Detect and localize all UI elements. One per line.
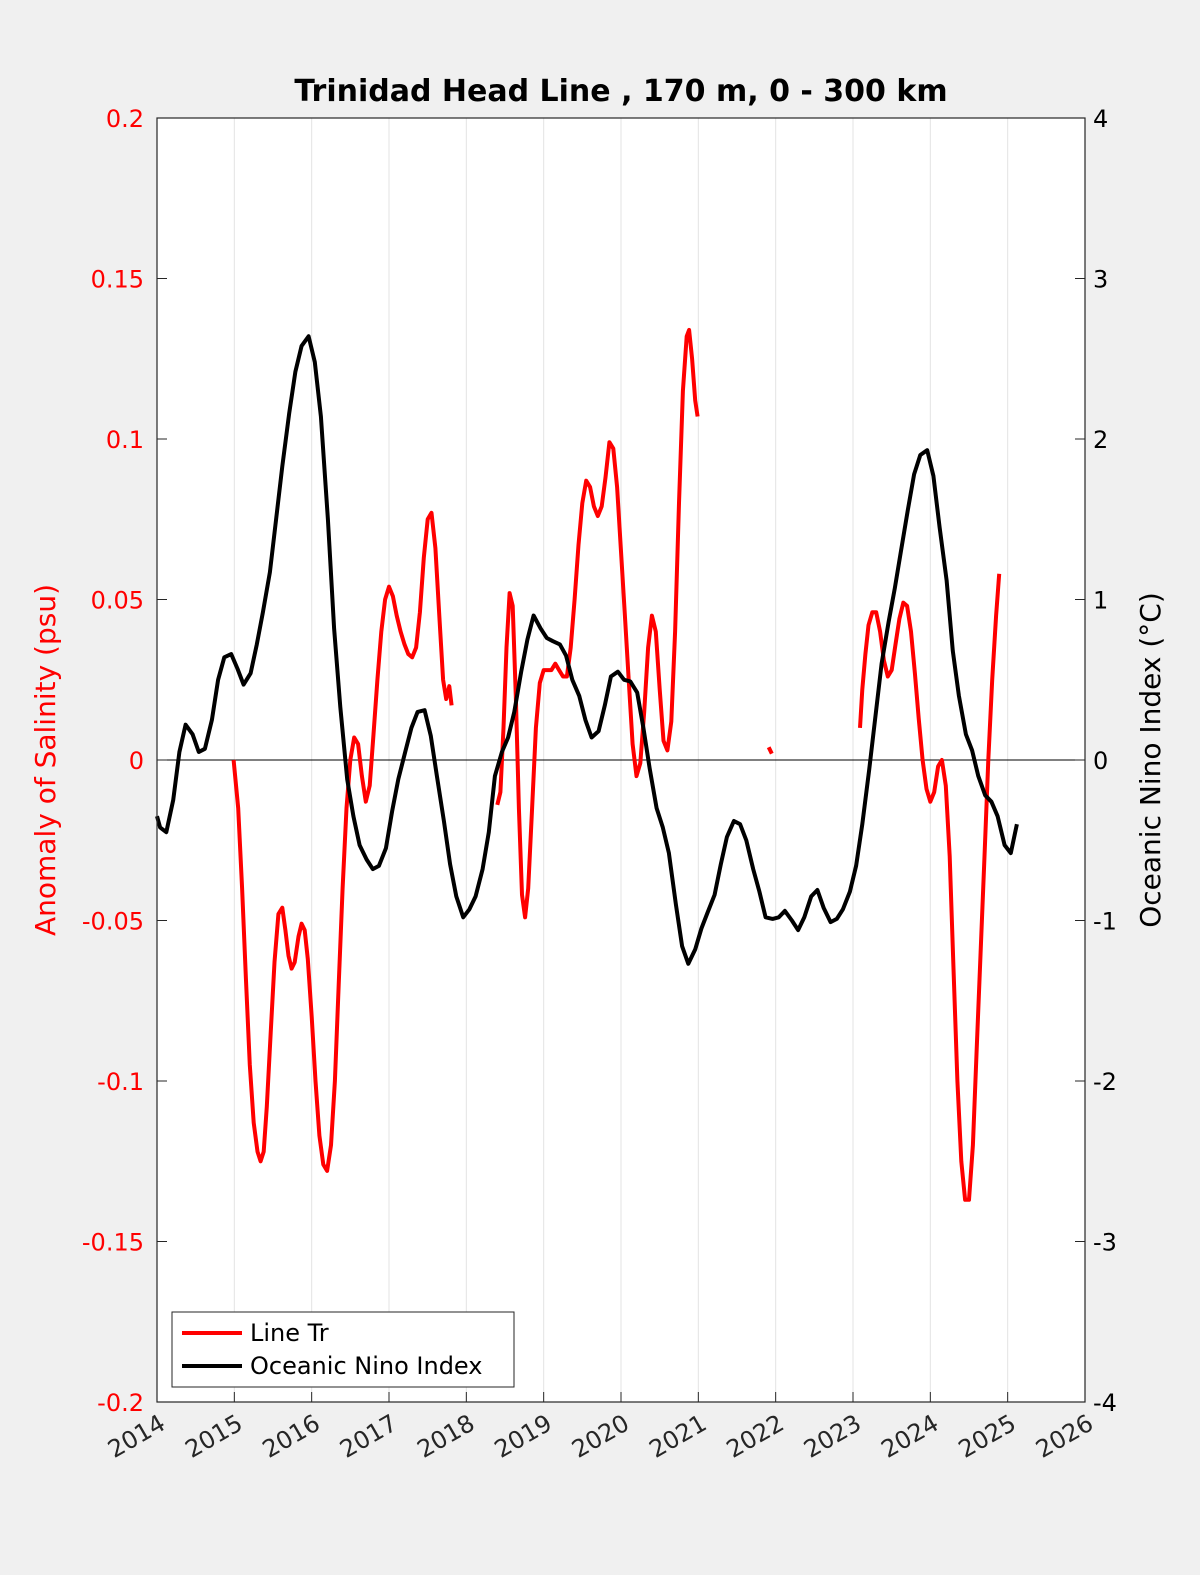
y-left-tick-label: 0.05 — [91, 587, 144, 615]
y-left-tick-label: -0.15 — [82, 1229, 144, 1257]
chart-title: Trinidad Head Line , 170 m, 0 - 300 km — [294, 74, 947, 109]
x-tick-label: 2016 — [258, 1409, 325, 1464]
y-left-tick-label: 0 — [129, 747, 144, 775]
series-line-tr-segment — [495, 327, 700, 920]
y-left-tick-label: -0.2 — [97, 1389, 144, 1417]
x-tick-label: 2020 — [567, 1409, 634, 1464]
legend: Line Tr Oceanic Nino Index — [171, 1311, 515, 1388]
x-tick-label: 2023 — [799, 1409, 866, 1464]
series-line-tr-segment — [858, 573, 1002, 1202]
series-line-tr-segment — [231, 510, 454, 1173]
y-right-tick-label: 2 — [1093, 426, 1108, 454]
y-right-tick-label: -1 — [1093, 908, 1117, 936]
y-axis-left-label: Anomaly of Salinity (psu) — [29, 584, 62, 936]
x-tick-label: 2022 — [722, 1409, 789, 1464]
x-tick-label: 2021 — [644, 1409, 711, 1464]
x-tick-label: 2017 — [335, 1409, 402, 1464]
y-right-tick-label: -2 — [1093, 1068, 1117, 1096]
series-oceanic-nino-index — [155, 334, 1019, 966]
legend-label-line-tr: Line Tr — [250, 1319, 329, 1347]
y-right-tick-label: -4 — [1093, 1389, 1117, 1417]
y-right-tick-label: 3 — [1093, 266, 1108, 294]
y-axis-right-label: Oceanic Nino Index (°C) — [1134, 592, 1167, 928]
y-left-tick-label: 0.15 — [91, 266, 144, 294]
y-left-tick-label: -0.05 — [82, 908, 144, 936]
x-tick-label: 2026 — [1031, 1409, 1098, 1464]
y-right-tick-label: 4 — [1093, 105, 1108, 133]
y-left-tick-label: 0.1 — [106, 426, 144, 454]
y-left-tick-label: -0.1 — [97, 1068, 144, 1096]
series-line-tr-segment — [766, 746, 774, 755]
x-tick-label: 2025 — [954, 1409, 1021, 1464]
x-tick-label: 2018 — [412, 1409, 479, 1464]
x-tick-label: 2015 — [180, 1409, 247, 1464]
x-tick-label: 2024 — [876, 1409, 943, 1464]
y-right-tick-label: 0 — [1093, 747, 1108, 775]
legend-label-oni: Oceanic Nino Index — [250, 1352, 482, 1380]
series-layer — [155, 327, 1019, 1202]
y-right-tick-label: -3 — [1093, 1229, 1117, 1257]
y-right-tick-label: 1 — [1093, 587, 1108, 615]
legend-box — [171, 1311, 515, 1388]
y-left-tick-label: 0.2 — [106, 105, 144, 133]
x-tick-label: 2014 — [103, 1409, 170, 1464]
x-tick-label: 2019 — [490, 1409, 557, 1464]
